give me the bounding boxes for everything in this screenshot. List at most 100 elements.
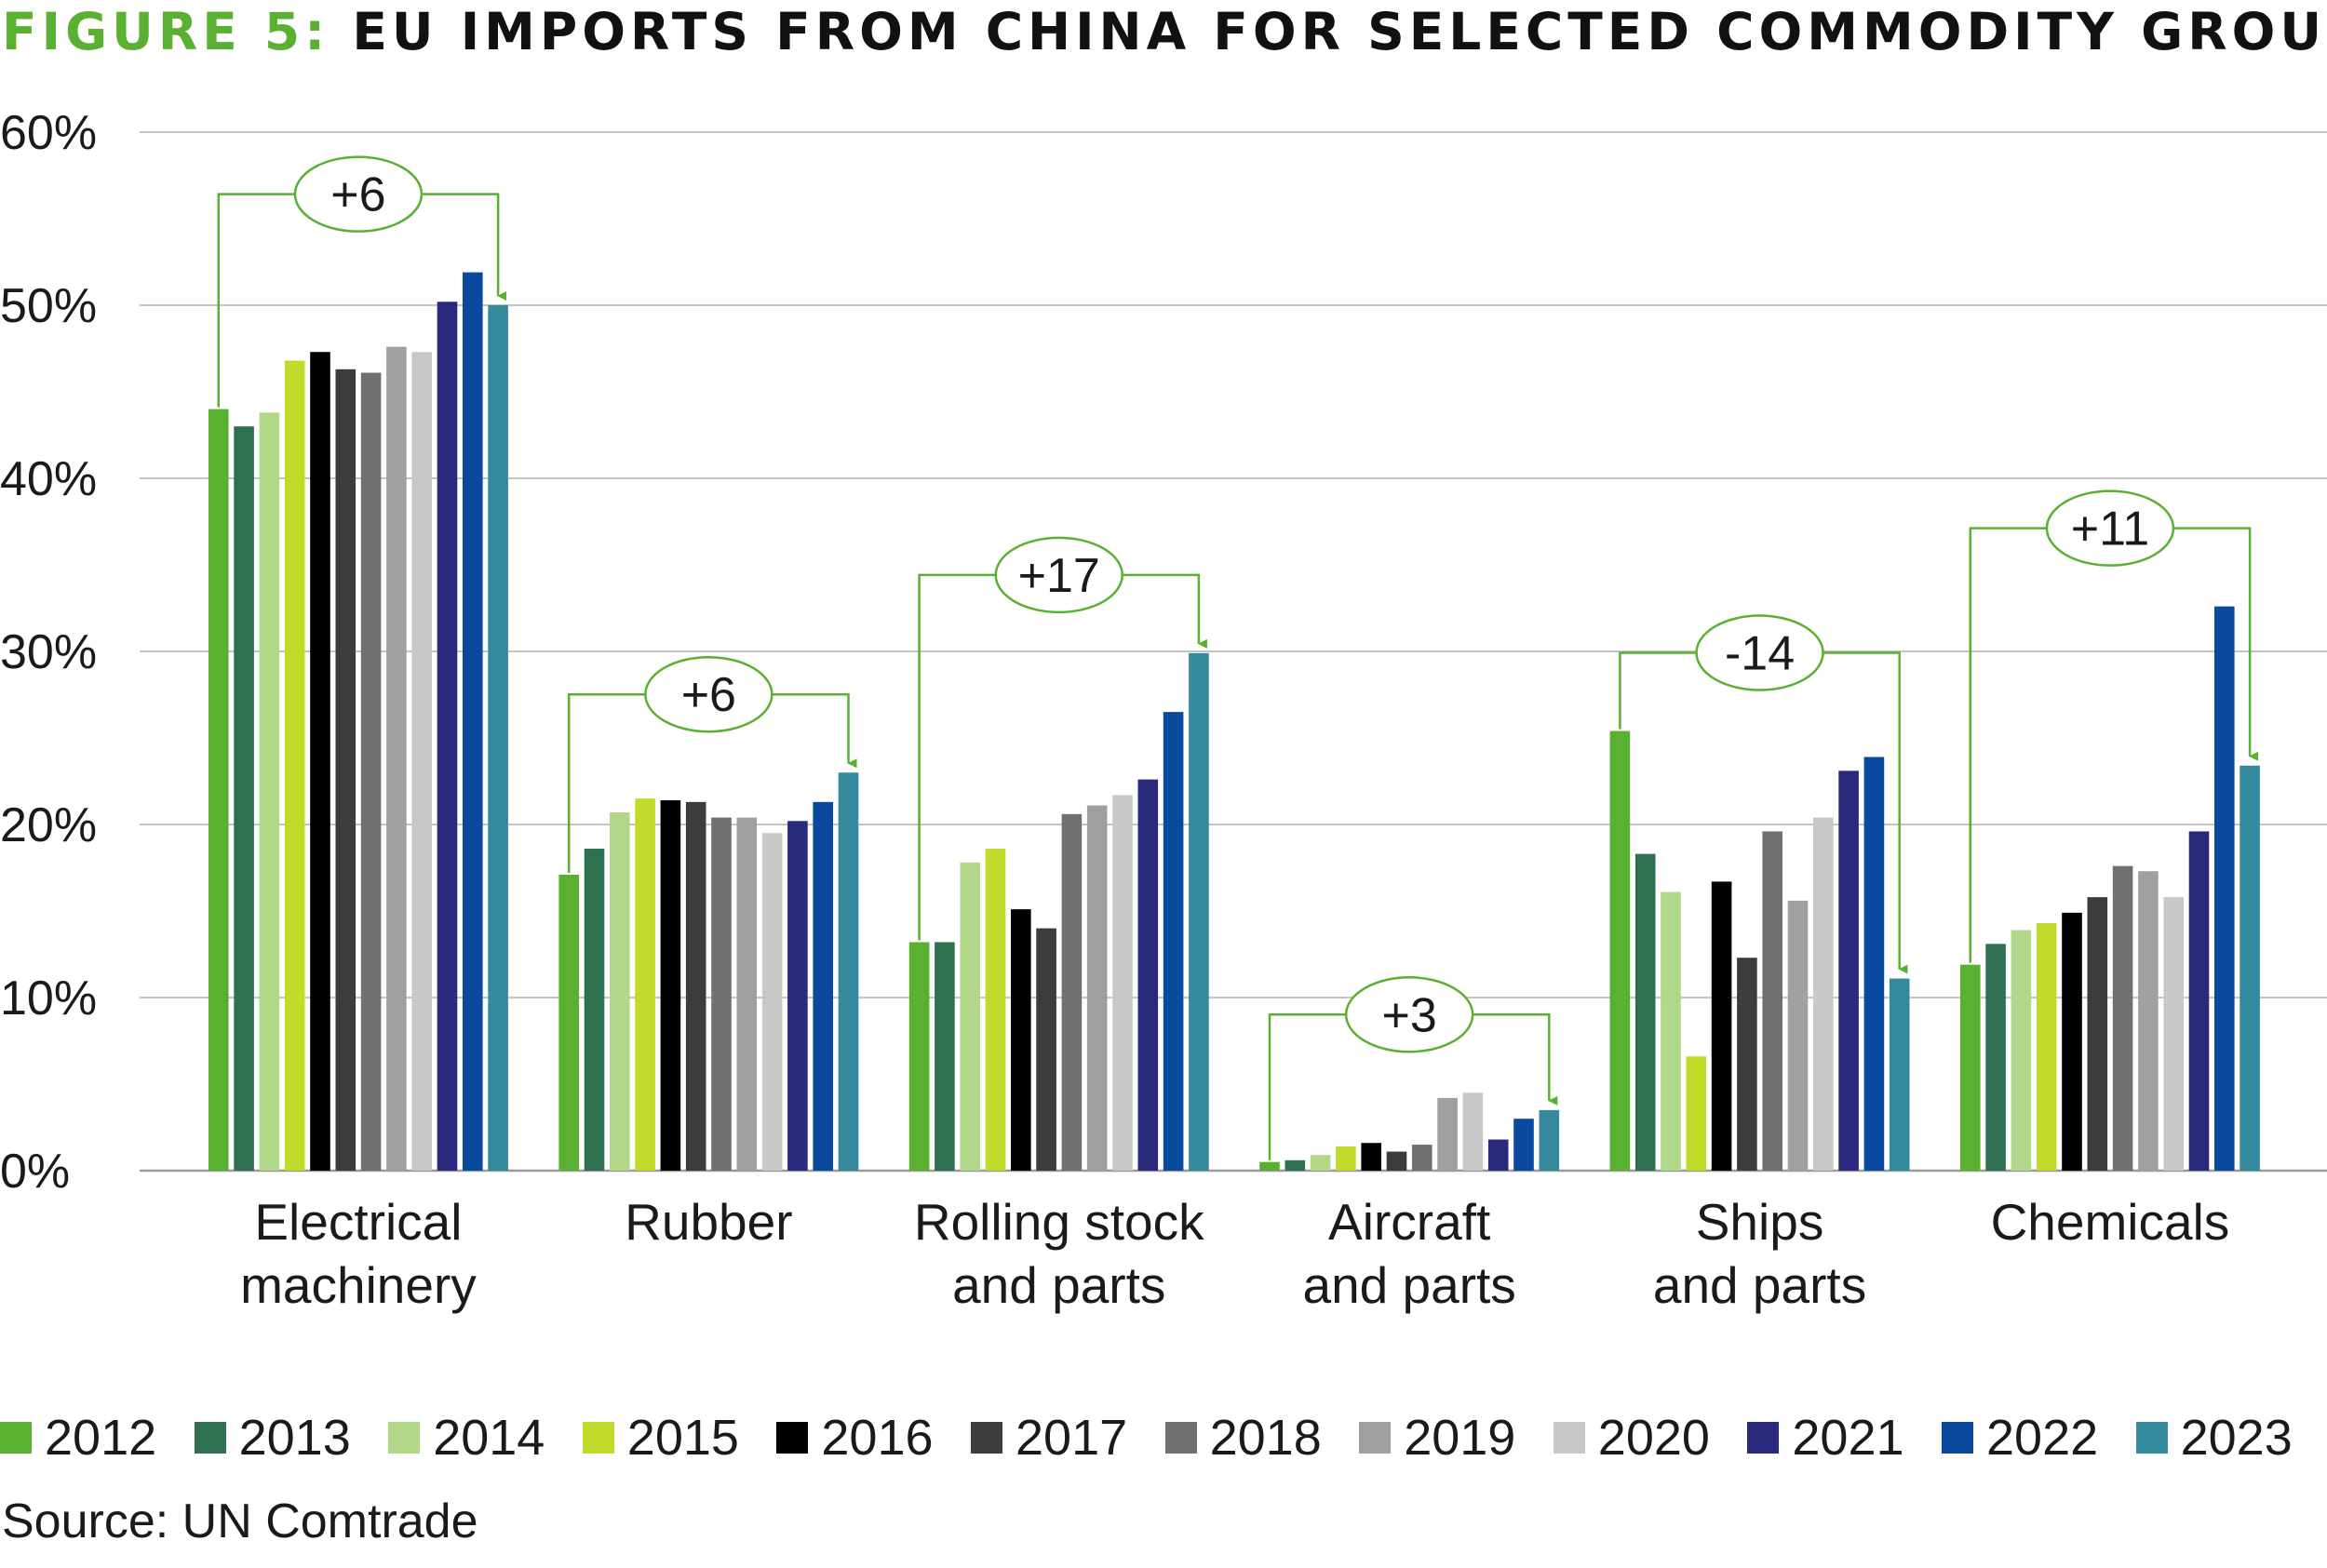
- y-tick-label: 30%: [0, 625, 97, 679]
- legend-item-2018: 2018: [1164, 1400, 1322, 1475]
- x-tick-label: Electrical: [254, 1193, 462, 1251]
- bar-2013-0: [234, 426, 254, 1171]
- annotation-label: +3: [1382, 988, 1437, 1042]
- legend-item-2013: 2013: [194, 1400, 351, 1475]
- bar-2022-3: [1513, 1119, 1534, 1171]
- bar-2012-3: [1259, 1161, 1280, 1171]
- source-note: Source: UN Comtrade: [2, 1494, 478, 1548]
- bar-2015-5: [2036, 923, 2057, 1171]
- legend-label: 2019: [1404, 1410, 1516, 1466]
- bar-2022-0: [463, 272, 483, 1171]
- bar-2020-4: [1813, 817, 1834, 1171]
- bar-2023-3: [1539, 1109, 1560, 1171]
- y-tick-label: 10%: [0, 972, 97, 1025]
- x-tick-label: and parts: [1302, 1256, 1515, 1314]
- legend-swatch: [1942, 1422, 1973, 1454]
- bar-2019-2: [1086, 805, 1108, 1171]
- y-tick-label: 40%: [0, 452, 97, 506]
- legend-label: 2020: [1597, 1410, 1710, 1466]
- legend-label: 2017: [1016, 1410, 1128, 1466]
- bar-2014-4: [1661, 891, 1681, 1171]
- bar-2018-1: [711, 817, 732, 1171]
- figure-number: FIGURE 5:: [2, 2, 330, 61]
- bar-2023-5: [2240, 765, 2260, 1171]
- bar-2013-1: [584, 849, 605, 1171]
- change-annotation-0: +6: [217, 155, 507, 408]
- bar-2012-4: [1609, 730, 1631, 1171]
- bar-2021-0: [437, 302, 458, 1171]
- bar-2018-4: [1762, 831, 1782, 1171]
- bar-2023-2: [1189, 652, 1209, 1171]
- x-tick-label: Aircraft: [1328, 1193, 1490, 1251]
- legend-swatch: [582, 1422, 614, 1454]
- bar-2021-1: [787, 821, 808, 1171]
- change-annotation-5: +11: [1969, 489, 2259, 963]
- chart-legend: 2012 2013 2014 2015 2016 2017 2018 2019 2020 2021…: [0, 1400, 2327, 1475]
- bar-2015-1: [635, 798, 655, 1171]
- change-annotation-1: +6: [567, 655, 857, 873]
- bar-2023-4: [1889, 978, 1910, 1171]
- annotation-oval: [994, 536, 1123, 614]
- bar-2012-2: [908, 942, 930, 1171]
- legend-item-2016: 2016: [776, 1400, 934, 1475]
- legend-item-2012: 2012: [0, 1400, 156, 1475]
- bar-2015-0: [284, 360, 305, 1171]
- legend-swatch: [1747, 1422, 1780, 1454]
- bar-2020-0: [411, 352, 432, 1172]
- legend-label: 2021: [1792, 1410, 1904, 1466]
- bar-2013-4: [1634, 853, 1656, 1171]
- legend-label: 2014: [433, 1410, 545, 1466]
- bar-2016-0: [310, 352, 330, 1172]
- bar-2015-2: [985, 849, 1006, 1171]
- legend-swatch: [1164, 1422, 1197, 1454]
- annotation-label: +11: [2071, 503, 2149, 556]
- figure-title: FIGURE 5: EU IMPORTS FROM CHINA FOR SELE…: [2, 2, 2327, 61]
- bar-2017-1: [685, 801, 706, 1171]
- change-annotation-2: +17: [918, 536, 1207, 941]
- legend-label: 2012: [45, 1410, 157, 1466]
- x-tick-label: machinery: [240, 1256, 477, 1314]
- figure-title-text: EU IMPORTS FROM CHINA FOR SELECTED COMMO…: [352, 2, 2327, 61]
- legend-item-2020: 2020: [1553, 1400, 1710, 1475]
- bar-2017-3: [1386, 1151, 1407, 1171]
- bar-2023-1: [838, 772, 859, 1171]
- bar-2019-1: [736, 817, 758, 1171]
- x-tick-label: and parts: [952, 1256, 1165, 1314]
- legend-item-2015: 2015: [582, 1400, 739, 1475]
- annotation-label: +6: [330, 168, 385, 222]
- bar-2018-5: [2112, 865, 2133, 1171]
- bar-2014-2: [960, 862, 980, 1171]
- y-tick-label: 50%: [0, 279, 97, 333]
- bar-2018-2: [1061, 813, 1083, 1171]
- bar-2016-5: [2062, 912, 2082, 1171]
- legend-swatch: [1359, 1422, 1392, 1454]
- x-tick-label: Chemicals: [1991, 1193, 2230, 1251]
- legend-item-2022: 2022: [1942, 1400, 2098, 1475]
- bar-2013-3: [1285, 1159, 1306, 1171]
- annotation-oval: [2045, 489, 2175, 567]
- bar-2012-0: [208, 409, 229, 1172]
- legend-label: 2023: [2180, 1410, 2293, 1466]
- bar-2021-3: [1487, 1139, 1509, 1171]
- bar-2020-2: [1112, 795, 1133, 1171]
- bar-2016-3: [1361, 1143, 1381, 1171]
- bar-2014-0: [259, 412, 280, 1171]
- bar-2014-1: [610, 811, 630, 1171]
- legend-label: 2015: [626, 1410, 739, 1466]
- annotation-label: +17: [1018, 549, 1100, 603]
- bar-2019-4: [1787, 900, 1809, 1171]
- bar-2017-4: [1737, 958, 1757, 1171]
- bar-2017-0: [335, 369, 356, 1171]
- bar-2021-5: [2188, 831, 2210, 1171]
- bar-2022-1: [813, 801, 833, 1171]
- bar-2016-2: [1011, 909, 1031, 1171]
- legend-swatch: [388, 1422, 421, 1454]
- bar-2017-2: [1036, 928, 1056, 1171]
- annotation-oval: [644, 655, 773, 733]
- annotation-oval: [1344, 976, 1474, 1053]
- y-tick-label: 60%: [0, 106, 97, 160]
- y-tick-label: 0%: [0, 1145, 70, 1199]
- bar-2013-2: [935, 942, 955, 1171]
- legend-item-2019: 2019: [1359, 1400, 1515, 1475]
